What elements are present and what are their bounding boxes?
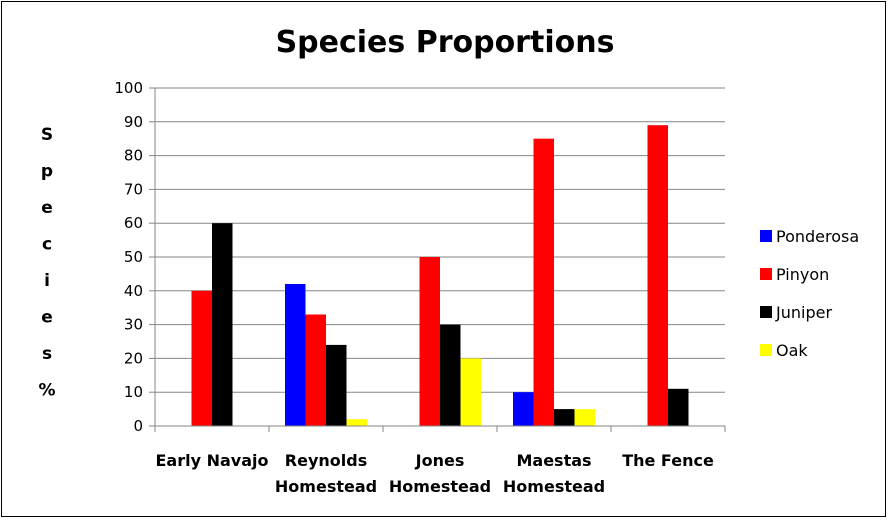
- x-category-label: Jones: [415, 451, 465, 470]
- x-category-label: Homestead: [275, 477, 377, 496]
- x-category-label: Homestead: [389, 477, 491, 496]
- y-tick-label: 60: [124, 214, 143, 232]
- y-axis-label-char: p: [41, 162, 53, 182]
- y-tick-label: 50: [124, 248, 143, 266]
- bar-ponderosa-1: [285, 284, 306, 426]
- x-category-label: Reynolds: [285, 451, 367, 470]
- bar-oak-2: [460, 358, 481, 426]
- bar-oak-1: [346, 419, 367, 426]
- bar-ponderosa-3: [513, 392, 534, 426]
- y-axis-label-char: e: [41, 308, 53, 328]
- bar-juniper-0: [212, 223, 233, 426]
- bar-juniper-2: [440, 324, 461, 426]
- y-tick-label: 80: [124, 147, 143, 165]
- y-axis-label-char: e: [41, 198, 53, 218]
- axes: [154, 88, 726, 432]
- x-category-label: The Fence: [622, 451, 714, 470]
- bar-juniper-1: [326, 344, 347, 426]
- chart-title: Species Proportions: [276, 25, 615, 60]
- y-axis-label-char: i: [44, 271, 50, 291]
- y-tick-label: 20: [124, 349, 143, 367]
- y-axis-label-char: %: [38, 381, 55, 401]
- category-labels: Early Navajo Reynolds Homestead Jones Homest…: [156, 451, 714, 496]
- legend-label-pinyon: Pinyon: [776, 265, 829, 284]
- legend-swatch-juniper: [760, 306, 772, 318]
- y-axis-label: Species%: [38, 125, 55, 401]
- y-tick-label: 70: [124, 180, 143, 198]
- bar-pinyon-1: [305, 314, 326, 426]
- legend-label-juniper: Juniper: [775, 303, 832, 322]
- bars: [191, 125, 689, 426]
- y-tick-label: 100: [114, 79, 143, 97]
- bar-juniper-4: [668, 388, 689, 426]
- y-tick-label: 10: [124, 383, 143, 401]
- x-category-label: Early Navajo: [156, 451, 269, 470]
- y-tick-label: 30: [124, 316, 143, 334]
- x-category-label: Maestas: [516, 451, 591, 470]
- legend: Ponderosa Pinyon Juniper Oak: [760, 227, 859, 360]
- legend-label-oak: Oak: [776, 341, 808, 360]
- bar-pinyon-2: [419, 257, 440, 426]
- legend-swatch-pinyon: [760, 268, 772, 280]
- x-category-label: Homestead: [503, 477, 605, 496]
- bar-pinyon-3: [533, 138, 554, 426]
- y-tick-label: 90: [124, 113, 143, 131]
- y-tick-label: 0: [133, 417, 143, 435]
- bar-pinyon-0: [191, 290, 212, 426]
- legend-label-ponderosa: Ponderosa: [776, 227, 859, 246]
- y-tick-label: 40: [124, 282, 143, 300]
- y-tick-labels: 0 10 20 30 40 50 60 70 80 90 100: [114, 79, 143, 435]
- legend-swatch-oak: [760, 344, 772, 356]
- bar-juniper-3: [554, 409, 575, 426]
- y-axis-label-char: s: [42, 344, 52, 364]
- y-axis-label-char: S: [41, 125, 53, 145]
- y-axis-label-char: c: [42, 235, 52, 255]
- legend-swatch-ponderosa: [760, 230, 772, 242]
- bar-pinyon-4: [647, 125, 668, 426]
- gridlines: [149, 87, 725, 427]
- bar-oak-3: [574, 409, 595, 426]
